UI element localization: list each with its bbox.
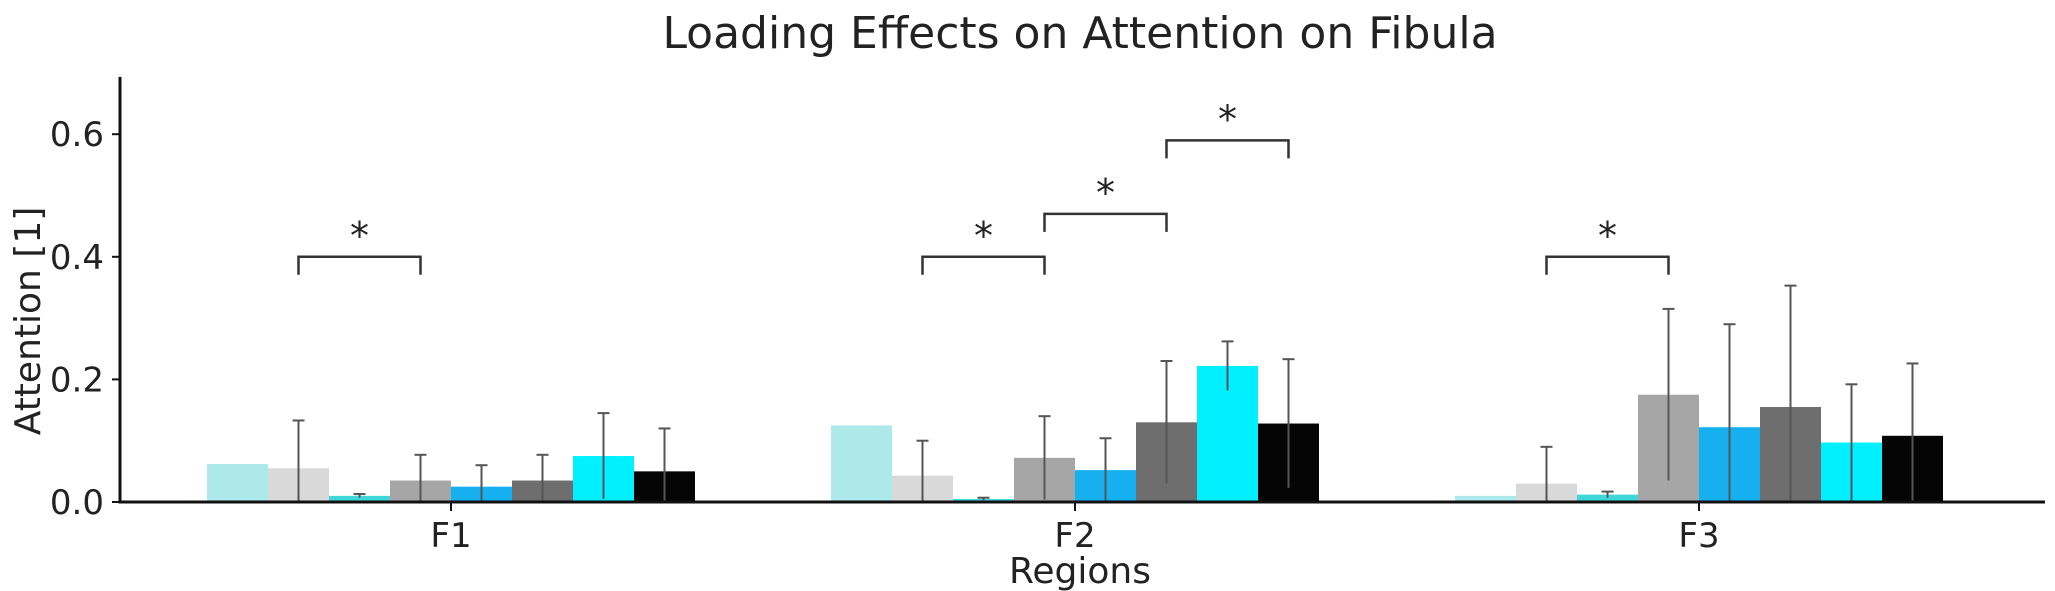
bar-f2-1 <box>831 425 892 502</box>
significance-bracket-2 <box>921 255 1046 275</box>
y-tick-label: 0.0 <box>50 483 104 523</box>
y-tick-label: 0.4 <box>50 238 104 278</box>
chart-title: Loading Effects on Attention on Fibula <box>662 8 1497 59</box>
bar-f3-1 <box>1455 495 1516 502</box>
significance-star-1: * <box>350 214 369 258</box>
significance-star-3: * <box>1096 171 1115 215</box>
y-tick-label: 0.6 <box>50 115 104 155</box>
x-axis-label: Regions <box>1009 551 1151 591</box>
x-ticks: F1 F2 F3 <box>430 502 1720 556</box>
significance-bracket-4 <box>1165 139 1290 159</box>
x-tick-label-f1: F1 <box>430 516 471 556</box>
y-tick-label: 0.2 <box>50 360 104 400</box>
bars-layer <box>207 365 1943 502</box>
significance-layer: * * * * * <box>297 97 1670 275</box>
significance-star-2: * <box>974 214 993 258</box>
bar-f2-3 <box>953 498 1014 502</box>
error-bars-layer <box>292 284 1919 502</box>
significance-bracket-5 <box>1545 255 1670 275</box>
y-ticks: 0.0 0.2 0.4 0.6 <box>50 115 120 523</box>
x-tick-label-f3: F3 <box>1678 516 1719 556</box>
significance-bracket-1 <box>297 255 422 275</box>
y-axis-label: Attention [1] <box>8 207 49 436</box>
bar-f3-3 <box>1577 494 1638 502</box>
bar-f1-1 <box>207 463 268 502</box>
bar-f1-3 <box>329 495 390 502</box>
x-tick-label-f2: F2 <box>1054 516 1095 556</box>
significance-star-4: * <box>1218 97 1237 141</box>
significance-bracket-3 <box>1043 212 1168 232</box>
significance-star-5: * <box>1598 214 1617 258</box>
